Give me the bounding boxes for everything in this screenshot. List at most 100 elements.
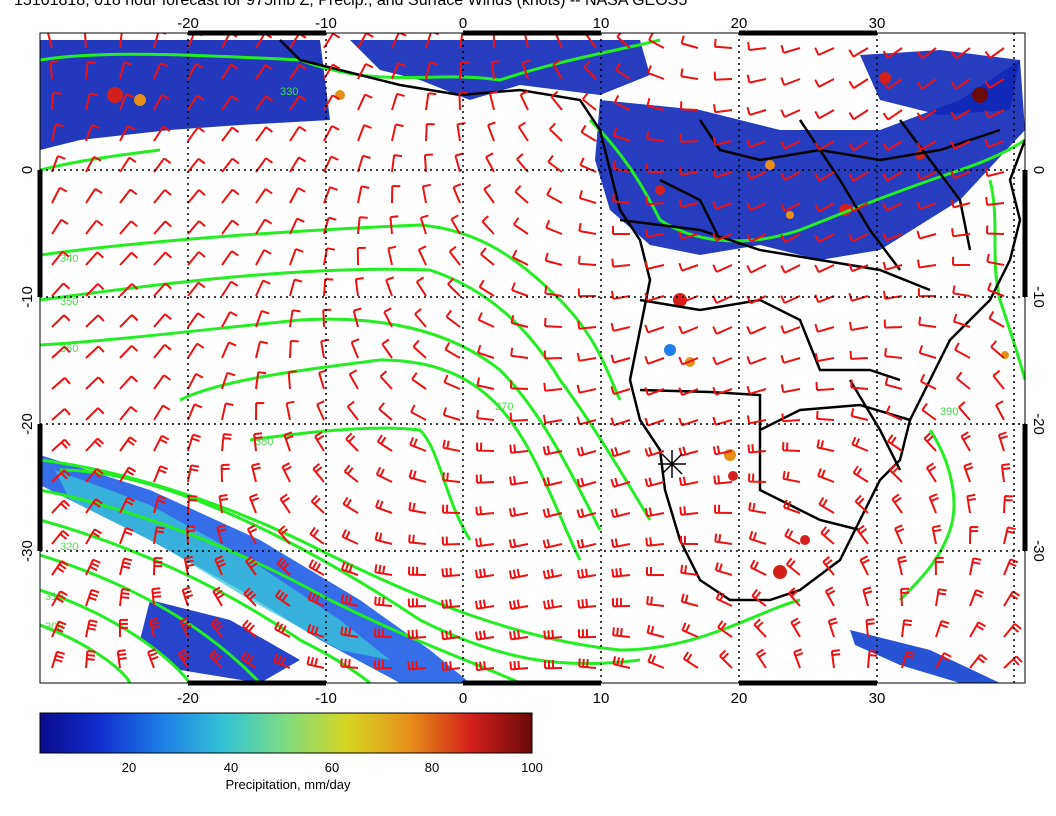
wind-barb bbox=[491, 60, 501, 80]
wind-barb bbox=[511, 282, 529, 297]
wind-barb bbox=[425, 61, 438, 80]
wind-barb bbox=[187, 495, 198, 514]
wind-barb bbox=[969, 653, 988, 669]
wind-barb bbox=[85, 219, 104, 235]
wind-barb bbox=[441, 661, 461, 672]
wind-barb bbox=[546, 187, 563, 204]
wind-barb bbox=[747, 41, 767, 51]
wind-barb bbox=[414, 308, 427, 328]
wind-barb bbox=[577, 598, 597, 609]
wind-barb bbox=[543, 629, 563, 640]
wind-barb bbox=[576, 538, 597, 549]
contour-line bbox=[40, 518, 371, 683]
wind-barb bbox=[850, 408, 869, 421]
wind-barb bbox=[746, 295, 767, 305]
wind-barb bbox=[381, 338, 393, 359]
lon-labels-bottom: -20 -10 0 10 20 30 bbox=[177, 690, 885, 707]
wind-barb bbox=[780, 109, 801, 118]
wind-barb bbox=[822, 556, 835, 576]
wind-barb bbox=[542, 414, 563, 424]
wind-barb bbox=[51, 92, 62, 111]
contour-line bbox=[40, 623, 132, 683]
wind-barb bbox=[678, 262, 699, 272]
africa-coast bbox=[279, 39, 1025, 602]
wind-barb bbox=[209, 649, 223, 669]
wind-barb bbox=[51, 560, 69, 576]
wind-barb bbox=[85, 498, 103, 514]
wind-barb bbox=[780, 202, 801, 213]
wind-barb bbox=[578, 190, 597, 204]
wind-barb bbox=[916, 47, 937, 60]
wind-barb bbox=[678, 446, 699, 457]
wind-barb bbox=[216, 524, 227, 545]
wind-barb bbox=[612, 627, 631, 638]
map-title: 15101818, 018 hour forecast for 975mb Z,… bbox=[14, 0, 688, 9]
wind-barb bbox=[882, 171, 903, 182]
wind-barb bbox=[391, 123, 404, 142]
wind-barb bbox=[818, 496, 835, 514]
lat-tick-label: -10 bbox=[19, 286, 36, 308]
wind-barb bbox=[987, 282, 1005, 297]
wind-barb bbox=[423, 153, 433, 173]
wind-barb bbox=[814, 264, 835, 274]
wind-barb bbox=[950, 199, 971, 209]
lon-tick-label: 10 bbox=[593, 690, 610, 707]
wind-barb bbox=[448, 245, 461, 266]
wind-barb bbox=[119, 436, 137, 452]
wind-barb bbox=[255, 64, 273, 80]
wind-barb bbox=[644, 417, 665, 427]
wind-barb bbox=[814, 294, 835, 304]
wind-barb bbox=[576, 508, 597, 519]
wind-barb bbox=[681, 622, 699, 638]
wind-barb bbox=[51, 530, 70, 545]
wind-barb bbox=[581, 92, 597, 111]
wind-barb bbox=[475, 661, 495, 672]
wind-barb bbox=[275, 589, 291, 607]
wind-barb bbox=[901, 619, 913, 638]
wind-barb bbox=[543, 599, 563, 610]
wind-barb bbox=[153, 125, 171, 142]
wind-barb bbox=[153, 404, 171, 421]
wind-barb bbox=[248, 493, 260, 514]
wind-barb bbox=[477, 312, 495, 328]
wind-barb bbox=[379, 370, 393, 390]
wind-barb bbox=[220, 463, 230, 483]
wind-barb bbox=[916, 109, 937, 121]
wind-barb bbox=[712, 326, 733, 335]
wind-barb bbox=[1003, 526, 1016, 545]
wind-barb bbox=[576, 477, 597, 488]
wind-barb bbox=[289, 309, 301, 328]
wind-barb bbox=[755, 648, 767, 669]
wind-barb bbox=[374, 596, 393, 607]
wind-barb bbox=[425, 33, 440, 49]
wind-barb bbox=[717, 620, 733, 638]
wind-barb bbox=[508, 507, 529, 518]
wind-barb bbox=[119, 466, 137, 483]
wind-barb bbox=[283, 431, 294, 452]
wind-barb bbox=[221, 280, 239, 297]
wind-barb bbox=[187, 281, 206, 297]
wind-barb bbox=[882, 232, 903, 242]
wind-barb bbox=[289, 63, 307, 80]
wind-barb bbox=[719, 649, 733, 669]
wind-barb bbox=[454, 152, 464, 173]
wind-barb bbox=[445, 309, 461, 328]
wind-barb bbox=[85, 650, 96, 669]
wind-barb bbox=[387, 245, 397, 266]
wind-barb bbox=[373, 660, 393, 670]
wind-barb bbox=[610, 290, 631, 300]
wind-barb bbox=[679, 134, 699, 143]
contour-line bbox=[40, 267, 652, 521]
wind-barb bbox=[916, 230, 937, 240]
wind-barb bbox=[680, 564, 699, 576]
wind-barb bbox=[612, 193, 631, 204]
wind-barb bbox=[118, 618, 128, 638]
wind-barb bbox=[85, 437, 105, 452]
wind-barb bbox=[513, 217, 529, 235]
wind-barb bbox=[1003, 590, 1021, 607]
wind-barb bbox=[995, 400, 1005, 421]
colorbar-tick: 60 bbox=[325, 760, 339, 775]
wind-barb bbox=[848, 292, 869, 302]
wind-barb bbox=[984, 139, 1005, 149]
wind-barb bbox=[781, 413, 801, 423]
